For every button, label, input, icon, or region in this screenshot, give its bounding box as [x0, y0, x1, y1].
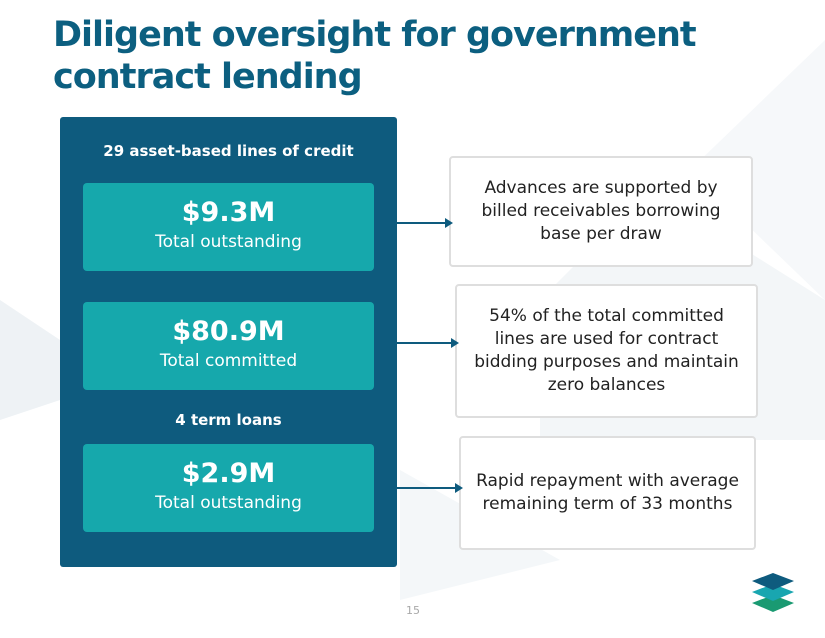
page-number: 15	[406, 604, 420, 617]
stat-value: $80.9M	[172, 316, 285, 347]
note-text: 54% of the total committed lines are use…	[474, 306, 739, 395]
arrow-right-icon	[397, 338, 459, 348]
stat-label: Total outstanding	[155, 232, 302, 252]
repayment-note-box: Rapid repayment with average remaining t…	[459, 436, 756, 550]
stat-value: $9.3M	[181, 197, 276, 228]
committed-credit-card: $80.9M Total committed	[83, 302, 374, 390]
credit-lines-heading: 29 asset-based lines of credit	[103, 142, 354, 160]
stacked-layers-logo-icon	[752, 573, 794, 612]
title-line-2: contract lending	[53, 57, 363, 97]
stat-label: Total outstanding	[155, 493, 302, 513]
lending-summary-panel: 29 asset-based lines of credit $9.3M Tot…	[60, 117, 397, 567]
arrow-right-icon	[397, 483, 463, 493]
stat-label: Total committed	[159, 351, 298, 371]
note-text: Rapid repayment with average remaining t…	[476, 471, 739, 514]
receivables-note-box: Advances are supported by billed receiva…	[449, 156, 753, 267]
stat-value: $2.9M	[181, 458, 276, 489]
note-text: Advances are supported by billed receiva…	[481, 178, 721, 244]
arrow-right-icon	[397, 218, 453, 228]
term-loans-outstanding-card: $2.9M Total outstanding	[83, 444, 374, 532]
term-loans-heading: 4 term loans	[175, 411, 282, 429]
page-title: Diligent oversight for government contra…	[53, 14, 697, 98]
outstanding-credit-card: $9.3M Total outstanding	[83, 183, 374, 271]
title-line-1: Diligent oversight for government	[53, 15, 697, 55]
committed-lines-note-box: 54% of the total committed lines are use…	[455, 284, 758, 418]
